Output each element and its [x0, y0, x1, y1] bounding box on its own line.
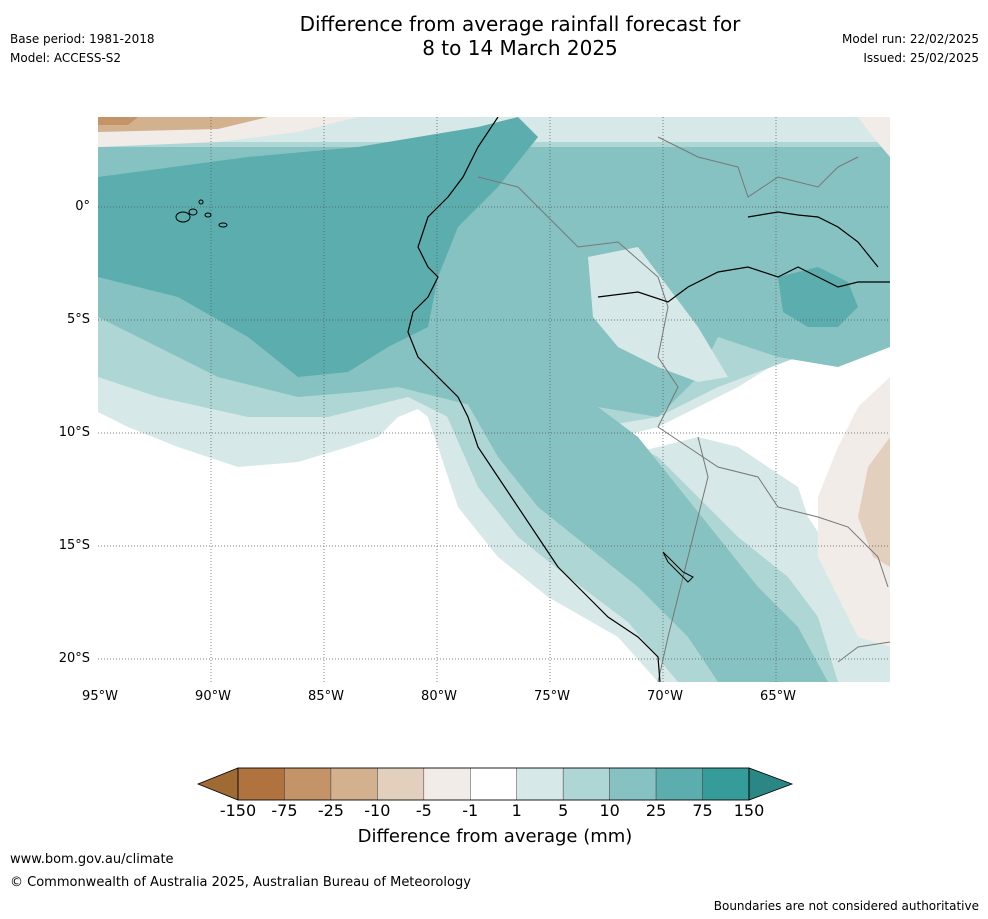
- lon-label-65w: 65°W: [760, 689, 796, 704]
- lat-label-20s: 20°S: [58, 651, 90, 666]
- lon-label-80w: 80°W: [421, 689, 457, 704]
- colorbar-frame: [237, 767, 750, 801]
- lake-titicaca: [662, 551, 694, 583]
- lat-label-10s: 10°S: [58, 425, 90, 440]
- model-run-text: Model run: 22/02/2025: [841, 32, 979, 46]
- model-text: Model: ACCESS-S2: [10, 51, 122, 65]
- disclaimer-text: Boundaries are not considered authoritat…: [713, 899, 979, 913]
- colorbar-swatch: [330, 767, 378, 801]
- colorbar-tick-label: -10: [364, 801, 391, 820]
- lon-label-75w: 75°W: [534, 689, 570, 704]
- band-neg-top-right: [858, 117, 890, 157]
- galapagos-islands: [175, 199, 228, 228]
- band-neg-right-inner: [858, 437, 890, 567]
- colorbar-swatch: [423, 767, 471, 801]
- colorbar-tick-label: 75: [692, 801, 713, 820]
- colorbar-tick-label: 10: [599, 801, 620, 820]
- colorbar-tick-label: -150: [219, 801, 257, 820]
- colorbar-swatch: [655, 767, 703, 801]
- title-line-2: 8 to 14 March 2025: [422, 36, 618, 60]
- country-borders: [477, 136, 890, 682]
- band-25-to-75-east: [778, 267, 858, 327]
- colorbar-tick-label: -25: [317, 801, 344, 820]
- rainfall-map: [98, 117, 890, 682]
- colorbar-tick-label: -75: [271, 801, 298, 820]
- colorbar-swatch: [702, 767, 750, 801]
- band-neg-5-to-neg-10: [98, 117, 268, 132]
- colorbar-title: Difference from average (mm): [357, 826, 633, 847]
- graticule: [98, 117, 890, 682]
- copyright-text: © Commonwealth of Australia 2025, Austra…: [10, 875, 471, 890]
- band-10-to-25-south: [458, 387, 828, 682]
- colorbar-tick-label: 5: [558, 801, 569, 820]
- colorbar-tick-label: 1: [511, 801, 522, 820]
- issued-text: Issued: 25/02/2025: [863, 51, 979, 65]
- colorbar-swatch: [516, 767, 564, 801]
- colorbar-tick-label: -1: [462, 801, 479, 820]
- colorbar-tick-label: 150: [733, 801, 765, 820]
- band-25-to-75: [98, 117, 538, 377]
- colorbar-swatch: [609, 767, 657, 801]
- colorbar-swatch: [377, 767, 425, 801]
- band-neg-10-to-neg-25: [98, 117, 138, 125]
- lon-label-85w: 85°W: [308, 689, 344, 704]
- lon-label-95w: 95°W: [82, 689, 118, 704]
- website-text[interactable]: www.bom.gov.au/climate: [10, 852, 174, 867]
- colorbar-swatch: [284, 767, 332, 801]
- band-neg-right: [818, 377, 890, 647]
- map-title: Difference from average rainfall forecas…: [170, 12, 870, 60]
- colorbar-swatch: [237, 767, 285, 801]
- colorbar-arrow-high: [748, 767, 794, 801]
- colorbar-tick-label: -5: [415, 801, 432, 820]
- colorbar-tick-label: 25: [645, 801, 667, 820]
- lon-label-70w: 70°W: [647, 689, 683, 704]
- lat-label-5s: 5°S: [66, 312, 90, 327]
- lon-label-90w: 90°W: [195, 689, 231, 704]
- base-period-text: Base period: 1981-2018: [10, 32, 155, 46]
- colorbar-arrow-low: [196, 767, 239, 801]
- colorbar: [196, 767, 794, 801]
- colorbar-swatch: [470, 767, 517, 801]
- band-interior-light: [588, 247, 728, 382]
- coastline: [407, 117, 890, 682]
- colorbar-swatch: [562, 767, 610, 801]
- lat-label-15s: 15°S: [58, 538, 90, 553]
- lat-label-0: 0°: [75, 199, 90, 214]
- title-line-1: Difference from average rainfall forecas…: [299, 12, 741, 36]
